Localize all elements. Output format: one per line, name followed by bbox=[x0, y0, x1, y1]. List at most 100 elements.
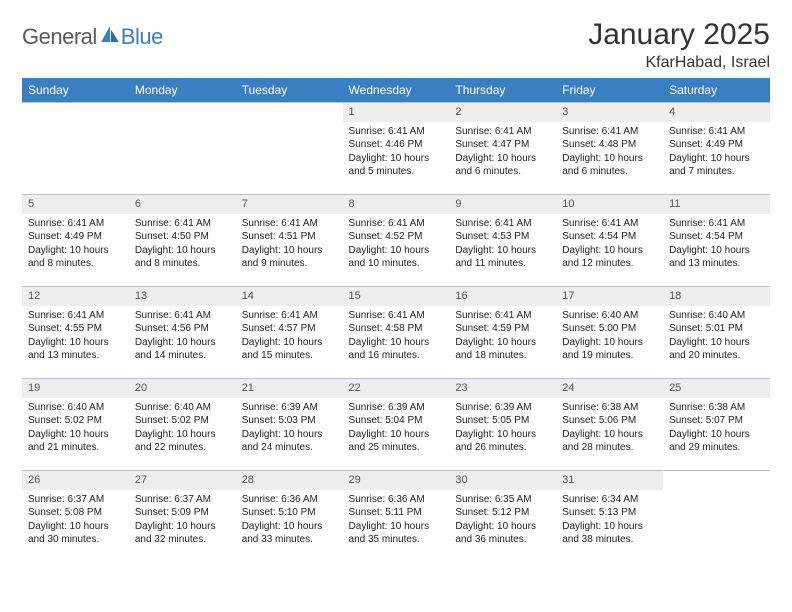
calendar-table: Sunday Monday Tuesday Wednesday Thursday… bbox=[22, 78, 770, 558]
sunrise-line: Sunrise: 6:41 AM bbox=[242, 309, 337, 323]
calendar-day-cell: 7Sunrise: 6:41 AMSunset: 4:51 PMDaylight… bbox=[236, 194, 343, 286]
day-number: 20 bbox=[129, 378, 236, 398]
daylight-line: Daylight: 10 hours and 21 minutes. bbox=[28, 428, 123, 455]
day-number: 24 bbox=[556, 378, 663, 398]
day-number: 25 bbox=[663, 378, 770, 398]
day-number: 27 bbox=[129, 470, 236, 490]
day-content: Sunrise: 6:38 AMSunset: 5:07 PMDaylight:… bbox=[663, 398, 770, 459]
calendar-day-cell: 29Sunrise: 6:36 AMSunset: 5:11 PMDayligh… bbox=[343, 470, 450, 558]
daylight-line: Daylight: 10 hours and 10 minutes. bbox=[349, 244, 444, 271]
sunrise-line: Sunrise: 6:41 AM bbox=[455, 217, 550, 231]
day-number: 7 bbox=[236, 194, 343, 214]
daylight-line: Daylight: 10 hours and 24 minutes. bbox=[242, 428, 337, 455]
day-number: 16 bbox=[449, 286, 556, 306]
sunrise-line: Sunrise: 6:41 AM bbox=[349, 309, 444, 323]
sunset-line: Sunset: 5:05 PM bbox=[455, 414, 550, 428]
day-number: 13 bbox=[129, 286, 236, 306]
day-number-empty bbox=[129, 102, 236, 122]
calendar-day-cell bbox=[129, 102, 236, 194]
daylight-line: Daylight: 10 hours and 11 minutes. bbox=[455, 244, 550, 271]
daylight-line: Daylight: 10 hours and 13 minutes. bbox=[669, 244, 764, 271]
sunrise-line: Sunrise: 6:36 AM bbox=[242, 493, 337, 507]
weekday-header: Thursday bbox=[449, 78, 556, 102]
sunrise-line: Sunrise: 6:41 AM bbox=[28, 217, 123, 231]
day-number-empty bbox=[663, 470, 770, 490]
daylight-line: Daylight: 10 hours and 13 minutes. bbox=[28, 336, 123, 363]
daylight-line: Daylight: 10 hours and 18 minutes. bbox=[455, 336, 550, 363]
day-content: Sunrise: 6:36 AMSunset: 5:11 PMDaylight:… bbox=[343, 490, 450, 551]
sunrise-line: Sunrise: 6:38 AM bbox=[669, 401, 764, 415]
day-content: Sunrise: 6:41 AMSunset: 4:54 PMDaylight:… bbox=[556, 214, 663, 275]
day-content: Sunrise: 6:34 AMSunset: 5:13 PMDaylight:… bbox=[556, 490, 663, 551]
daylight-line: Daylight: 10 hours and 25 minutes. bbox=[349, 428, 444, 455]
sunrise-line: Sunrise: 6:39 AM bbox=[455, 401, 550, 415]
calendar-day-cell: 28Sunrise: 6:36 AMSunset: 5:10 PMDayligh… bbox=[236, 470, 343, 558]
sunset-line: Sunset: 4:50 PM bbox=[135, 230, 230, 244]
sunrise-line: Sunrise: 6:40 AM bbox=[28, 401, 123, 415]
header: General Blue January 2025 KfarHabad, Isr… bbox=[22, 18, 770, 72]
calendar-week-row: 12Sunrise: 6:41 AMSunset: 4:55 PMDayligh… bbox=[22, 286, 770, 378]
calendar-day-cell: 2Sunrise: 6:41 AMSunset: 4:47 PMDaylight… bbox=[449, 102, 556, 194]
day-number: 1 bbox=[343, 102, 450, 122]
day-content: Sunrise: 6:41 AMSunset: 4:46 PMDaylight:… bbox=[343, 122, 450, 183]
daylight-line: Daylight: 10 hours and 16 minutes. bbox=[349, 336, 444, 363]
sunrise-line: Sunrise: 6:41 AM bbox=[669, 125, 764, 139]
location: KfarHabad, Israel bbox=[588, 54, 770, 72]
daylight-line: Daylight: 10 hours and 9 minutes. bbox=[242, 244, 337, 271]
sunrise-line: Sunrise: 6:40 AM bbox=[669, 309, 764, 323]
day-content: Sunrise: 6:39 AMSunset: 5:04 PMDaylight:… bbox=[343, 398, 450, 459]
logo-sail-icon bbox=[101, 26, 119, 42]
calendar-day-cell: 25Sunrise: 6:38 AMSunset: 5:07 PMDayligh… bbox=[663, 378, 770, 470]
sunrise-line: Sunrise: 6:41 AM bbox=[562, 217, 657, 231]
calendar-day-cell: 16Sunrise: 6:41 AMSunset: 4:59 PMDayligh… bbox=[449, 286, 556, 378]
daylight-line: Daylight: 10 hours and 6 minutes. bbox=[455, 152, 550, 179]
day-content: Sunrise: 6:41 AMSunset: 4:49 PMDaylight:… bbox=[22, 214, 129, 275]
calendar-day-cell: 23Sunrise: 6:39 AMSunset: 5:05 PMDayligh… bbox=[449, 378, 556, 470]
weekday-header: Sunday bbox=[22, 78, 129, 102]
sunrise-line: Sunrise: 6:41 AM bbox=[135, 217, 230, 231]
day-number: 8 bbox=[343, 194, 450, 214]
calendar-week-row: 5Sunrise: 6:41 AMSunset: 4:49 PMDaylight… bbox=[22, 194, 770, 286]
sunrise-line: Sunrise: 6:37 AM bbox=[28, 493, 123, 507]
day-content: Sunrise: 6:41 AMSunset: 4:58 PMDaylight:… bbox=[343, 306, 450, 367]
day-content: Sunrise: 6:41 AMSunset: 4:59 PMDaylight:… bbox=[449, 306, 556, 367]
day-number: 5 bbox=[22, 194, 129, 214]
daylight-line: Daylight: 10 hours and 32 minutes. bbox=[135, 520, 230, 547]
calendar-week-row: 19Sunrise: 6:40 AMSunset: 5:02 PMDayligh… bbox=[22, 378, 770, 470]
day-number: 14 bbox=[236, 286, 343, 306]
calendar-day-cell: 27Sunrise: 6:37 AMSunset: 5:09 PMDayligh… bbox=[129, 470, 236, 558]
sunset-line: Sunset: 5:10 PM bbox=[242, 506, 337, 520]
sunset-line: Sunset: 4:46 PM bbox=[349, 138, 444, 152]
sunset-line: Sunset: 5:03 PM bbox=[242, 414, 337, 428]
weekday-header: Friday bbox=[556, 78, 663, 102]
calendar-day-cell: 13Sunrise: 6:41 AMSunset: 4:56 PMDayligh… bbox=[129, 286, 236, 378]
day-content: Sunrise: 6:41 AMSunset: 4:55 PMDaylight:… bbox=[22, 306, 129, 367]
day-content: Sunrise: 6:40 AMSunset: 5:01 PMDaylight:… bbox=[663, 306, 770, 367]
day-content: Sunrise: 6:41 AMSunset: 4:53 PMDaylight:… bbox=[449, 214, 556, 275]
day-content: Sunrise: 6:39 AMSunset: 5:03 PMDaylight:… bbox=[236, 398, 343, 459]
weekday-header: Monday bbox=[129, 78, 236, 102]
sunset-line: Sunset: 4:53 PM bbox=[455, 230, 550, 244]
calendar-day-cell: 1Sunrise: 6:41 AMSunset: 4:46 PMDaylight… bbox=[343, 102, 450, 194]
day-number: 12 bbox=[22, 286, 129, 306]
calendar-day-cell: 22Sunrise: 6:39 AMSunset: 5:04 PMDayligh… bbox=[343, 378, 450, 470]
weekday-header: Wednesday bbox=[343, 78, 450, 102]
daylight-line: Daylight: 10 hours and 12 minutes. bbox=[562, 244, 657, 271]
day-number: 22 bbox=[343, 378, 450, 398]
daylight-line: Daylight: 10 hours and 28 minutes. bbox=[562, 428, 657, 455]
calendar-week-row: 1Sunrise: 6:41 AMSunset: 4:46 PMDaylight… bbox=[22, 102, 770, 194]
sunrise-line: Sunrise: 6:41 AM bbox=[349, 217, 444, 231]
sunset-line: Sunset: 5:11 PM bbox=[349, 506, 444, 520]
day-number: 21 bbox=[236, 378, 343, 398]
sunset-line: Sunset: 4:51 PM bbox=[242, 230, 337, 244]
sunrise-line: Sunrise: 6:34 AM bbox=[562, 493, 657, 507]
sunset-line: Sunset: 5:08 PM bbox=[28, 506, 123, 520]
sunset-line: Sunset: 4:59 PM bbox=[455, 322, 550, 336]
calendar-day-cell: 26Sunrise: 6:37 AMSunset: 5:08 PMDayligh… bbox=[22, 470, 129, 558]
day-number: 28 bbox=[236, 470, 343, 490]
calendar-day-cell: 6Sunrise: 6:41 AMSunset: 4:50 PMDaylight… bbox=[129, 194, 236, 286]
day-number: 17 bbox=[556, 286, 663, 306]
day-number: 26 bbox=[22, 470, 129, 490]
calendar-day-cell: 30Sunrise: 6:35 AMSunset: 5:12 PMDayligh… bbox=[449, 470, 556, 558]
day-content: Sunrise: 6:35 AMSunset: 5:12 PMDaylight:… bbox=[449, 490, 556, 551]
